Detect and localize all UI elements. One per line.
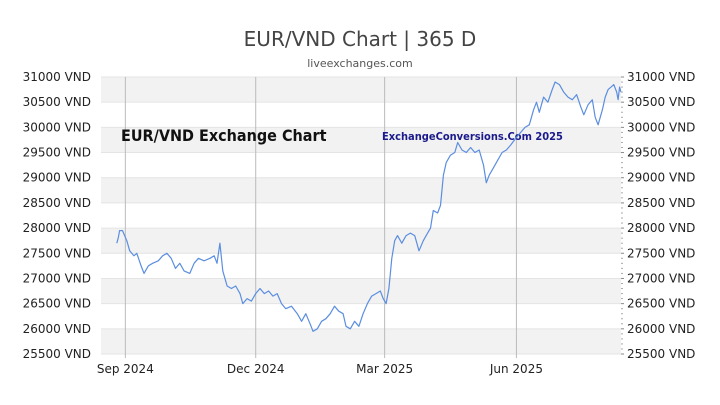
y-axis-left: 25500 VND 26000 VND 26500 VND 27000 VND 2750… [23,70,91,361]
y-tick-label-right: 27000 VND [627,271,695,285]
y-tick-label-left: 30000 VND [23,120,91,134]
y-tick-label-right: 28000 VND [627,221,695,235]
y-tick-label-right: 30500 VND [627,95,695,109]
y-tick-label-left: 29500 VND [23,146,91,160]
y-tick-label-left: 28500 VND [23,196,91,210]
series-line [116,81,622,332]
y-tick-label-left: 30500 VND [23,95,91,109]
y-tick-label-right: 26000 VND [627,322,695,336]
y-tick-label-left: 28000 VND [23,221,91,235]
x-tick-label: Mar 2025 [356,362,413,376]
watermark-chart-name: EUR/VND Exchange Chart [121,126,327,145]
chart-title: EUR/VND Chart | 365 D [244,27,477,51]
y-tick-label-right: 27500 VND [627,246,695,260]
y-tick-label-left: 25500 VND [23,347,91,361]
grid-band [101,228,621,254]
y-tick-label-right: 29000 VND [627,171,695,185]
grid-band [101,278,621,304]
y-tick-label-left: 26500 VND [23,297,91,311]
y-tick-label-left: 31000 VND [23,70,91,84]
x-tick-label: Dec 2024 [227,362,285,376]
grid-band [101,127,621,153]
x-axis: Sep 2024 Dec 2024 Mar 2025 Jun 2025 [97,362,543,376]
watermark-site: ExchangeConversions.Com 2025 [382,130,563,143]
y-tick-label-left: 26000 VND [23,322,91,336]
grid-band [101,328,621,354]
grid-band [101,77,621,103]
y-tick-label-right: 29500 VND [627,146,695,160]
y-tick-label-right: 31000 VND [627,70,695,84]
y-tick-label-left: 29000 VND [23,171,91,185]
y-tick-label-right: 25500 VND [627,347,695,361]
grid-bands [101,76,621,355]
x-tick-label: Jun 2025 [489,362,543,376]
grid-band [101,177,621,203]
y-tick-label-right: 28500 VND [627,196,695,210]
y-tick-label-left: 27500 VND [23,246,91,260]
vertical-gridlines [124,77,517,358]
y-tick-label-right: 26500 VND [627,297,695,311]
x-tick-label: Sep 2024 [97,362,154,376]
y-tick-label-left: 27000 VND [23,271,91,285]
chart-subtitle: liveexchanges.com [307,57,412,70]
series-group [116,81,622,332]
y-tick-label-right: 30000 VND [627,120,695,134]
y-axis-right: 25500 VND 26000 VND 26500 VND 27000 VND 2750… [621,70,695,361]
